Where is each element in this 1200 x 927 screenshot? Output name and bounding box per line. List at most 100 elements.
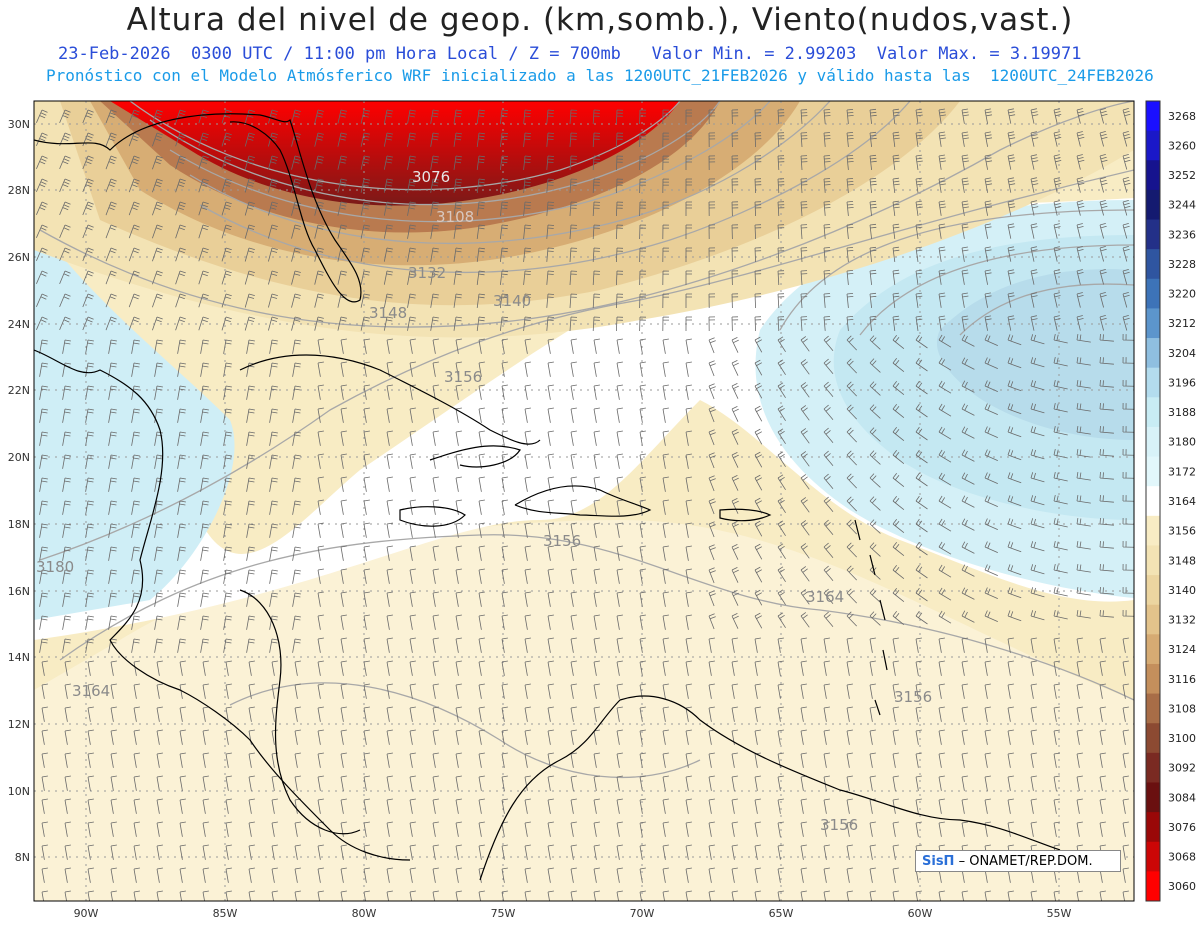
wind-barb xyxy=(938,541,952,555)
wind-barb xyxy=(128,224,140,239)
wind-barb xyxy=(662,660,669,676)
model-run-subtitle: Pronóstico con el Modelo Atmósferico WRF… xyxy=(46,66,1154,85)
colorbar-label: 3220 xyxy=(1168,288,1196,301)
colorbar-swatch xyxy=(1146,545,1160,576)
wind-barb xyxy=(639,729,646,745)
wind-barb xyxy=(754,359,763,376)
wind-barb xyxy=(731,844,738,860)
wind-barb xyxy=(570,361,577,377)
wind-barb xyxy=(892,660,899,676)
wind-barb xyxy=(846,293,854,308)
wind-barb xyxy=(177,592,186,607)
wind-barb xyxy=(363,844,370,860)
wind-barb xyxy=(523,247,532,262)
wind-barb xyxy=(616,591,623,607)
wind-barb xyxy=(1007,154,1016,170)
wind-barb xyxy=(198,132,209,147)
wind-barb xyxy=(823,565,834,581)
wind-barb xyxy=(570,706,577,722)
wind-barb xyxy=(984,357,998,369)
wind-barb xyxy=(961,292,969,308)
wind-barb xyxy=(1030,564,1045,575)
wind-barb xyxy=(85,615,94,630)
wind-barb xyxy=(1030,449,1045,460)
wind-barb xyxy=(407,155,416,170)
wind-barb xyxy=(455,614,462,630)
wind-barb xyxy=(1076,154,1085,170)
wind-barb xyxy=(476,316,485,331)
wind-barb xyxy=(291,247,301,262)
wind-barb xyxy=(340,867,347,883)
wind-barb xyxy=(846,867,853,883)
wind-barb xyxy=(432,476,439,492)
wind-barb xyxy=(152,224,163,239)
wind-barb xyxy=(800,752,807,768)
wind-barb xyxy=(1030,315,1038,331)
wind-barb xyxy=(569,132,578,148)
wind-barb xyxy=(1053,472,1068,482)
wind-barb xyxy=(731,270,739,286)
wind-barb xyxy=(291,316,301,331)
wind-barb xyxy=(64,844,71,860)
wind-barb xyxy=(869,542,881,557)
wind-barb xyxy=(984,660,991,676)
wind-barb xyxy=(59,247,71,262)
wind-barb xyxy=(546,247,555,262)
wind-barb xyxy=(777,821,784,837)
wind-barb xyxy=(639,316,647,332)
wind-barb xyxy=(915,223,923,239)
wind-barb xyxy=(892,177,900,193)
wind-barb xyxy=(64,706,71,722)
wind-barb xyxy=(455,683,462,699)
colorbar-swatch xyxy=(1146,160,1160,191)
wind-barb xyxy=(547,407,554,423)
wind-barb xyxy=(777,612,786,629)
wind-barb xyxy=(892,200,900,216)
wind-barb xyxy=(1122,402,1134,410)
wind-barb xyxy=(476,155,485,170)
wind-barb xyxy=(200,431,209,446)
wind-barb xyxy=(639,752,646,768)
wind-barb xyxy=(915,292,923,308)
wind-barb xyxy=(1053,660,1060,676)
wind-barb xyxy=(294,660,301,676)
wind-barb xyxy=(547,798,554,814)
wind-barb xyxy=(754,405,763,422)
wind-barb xyxy=(1122,448,1134,456)
wind-barb xyxy=(869,890,876,901)
wind-barb xyxy=(177,362,186,377)
wind-barb xyxy=(360,132,370,147)
wind-barb xyxy=(432,430,439,446)
wind-barb xyxy=(455,798,462,814)
wind-barb xyxy=(685,178,692,193)
wind-barb xyxy=(1030,200,1039,216)
wind-barb xyxy=(64,775,71,791)
wind-barb xyxy=(221,178,232,193)
wind-barb xyxy=(800,178,808,194)
wind-barb xyxy=(777,497,786,514)
wind-barb xyxy=(363,821,370,837)
wind-barb xyxy=(616,821,623,837)
wind-barb xyxy=(569,201,578,217)
wind-barb xyxy=(731,429,739,445)
wind-barb xyxy=(105,155,117,170)
wind-barb xyxy=(1053,637,1060,653)
wind-barb xyxy=(133,821,140,837)
wind-barb xyxy=(1053,131,1062,147)
wind-barb xyxy=(662,361,669,377)
wind-barb xyxy=(846,542,857,558)
wind-barb xyxy=(892,427,905,442)
wind-barb xyxy=(1007,541,1022,553)
wind-barb xyxy=(154,592,163,607)
wind-barb xyxy=(453,178,462,193)
wind-barb xyxy=(1076,752,1083,768)
wind-barb xyxy=(128,270,140,285)
wind-barb xyxy=(154,500,163,515)
colorbar-label: 3124 xyxy=(1168,643,1196,656)
wind-barb xyxy=(524,453,531,469)
wind-barb xyxy=(800,451,810,467)
wind-barb xyxy=(1007,660,1014,676)
wind-barb xyxy=(823,404,834,420)
wind-barb xyxy=(754,520,763,537)
wind-barb xyxy=(800,821,807,837)
